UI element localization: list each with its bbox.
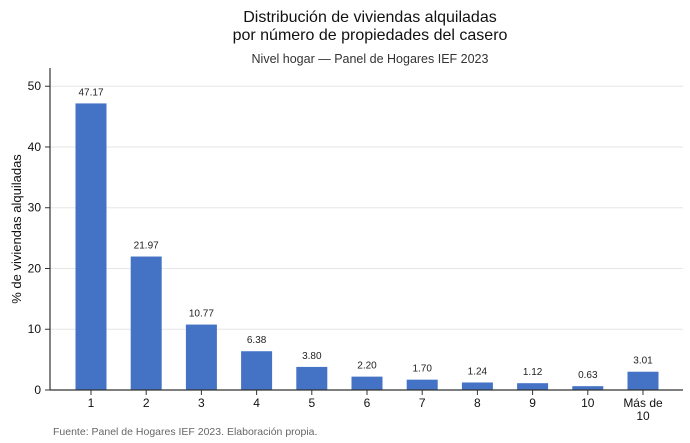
y-tick-label: 30 xyxy=(28,201,42,215)
bars xyxy=(75,103,659,391)
x-tick-label: 5 xyxy=(308,396,315,410)
data-label: 1.12 xyxy=(523,367,543,378)
y-axis-label: % de viviendas alquiladas xyxy=(9,154,24,304)
source-note: Fuente: Panel de Hogares IEF 2023. Elabo… xyxy=(53,426,317,438)
data-label: 10.77 xyxy=(189,309,214,320)
bar xyxy=(241,351,273,390)
bar xyxy=(185,324,217,390)
bar xyxy=(406,379,438,390)
x-tick-label: 2 xyxy=(143,396,150,410)
y-axis: 0 10 20 30 40 50 xyxy=(28,68,51,397)
x-tick-label: 9 xyxy=(529,396,536,410)
x-tick-label: 8 xyxy=(474,396,481,410)
x-tick-label: 10 xyxy=(636,409,650,423)
bar xyxy=(517,383,549,390)
x-tick-label: 1 xyxy=(88,396,95,410)
data-label: 3.01 xyxy=(633,356,653,367)
data-labels: 47.17 21.97 10.77 6.38 3.80 2.20 1.70 1.24 1.12 0… xyxy=(78,87,653,381)
chart-title-line-2: por número de propiedades del casero xyxy=(233,27,508,44)
bar xyxy=(75,103,107,391)
x-tick-label: 10 xyxy=(581,396,595,410)
x-tick-label: 7 xyxy=(419,396,426,410)
data-label: 2.20 xyxy=(357,361,377,372)
data-label: 1.24 xyxy=(468,366,488,377)
data-label: 1.70 xyxy=(412,364,432,375)
bar xyxy=(130,256,162,390)
bar xyxy=(296,366,328,390)
data-label: 47.17 xyxy=(78,87,103,98)
y-tick-label: 40 xyxy=(28,140,42,154)
bar xyxy=(351,376,383,390)
x-tick-label: 3 xyxy=(198,396,205,410)
x-tick-label: 4 xyxy=(253,396,260,410)
data-label: 21.97 xyxy=(134,241,159,252)
x-tick-label: Más de xyxy=(623,396,663,410)
bar xyxy=(572,386,604,390)
chart-subtitle: Nivel hogar — Panel de Hogares IEF 2023 xyxy=(252,52,489,66)
x-tick-label: 6 xyxy=(364,396,371,410)
data-label: 6.38 xyxy=(247,335,267,346)
y-tick-label: 10 xyxy=(28,322,42,336)
bar xyxy=(461,382,493,390)
y-tick-label: 20 xyxy=(28,261,42,275)
data-label: 0.63 xyxy=(578,370,598,381)
data-label: 3.80 xyxy=(302,351,322,362)
bar xyxy=(627,371,659,390)
chart-title-line-1: Distribución de viviendas alquiladas xyxy=(243,9,496,26)
y-tick-label: 0 xyxy=(34,383,41,397)
y-tick-label: 50 xyxy=(28,79,42,93)
